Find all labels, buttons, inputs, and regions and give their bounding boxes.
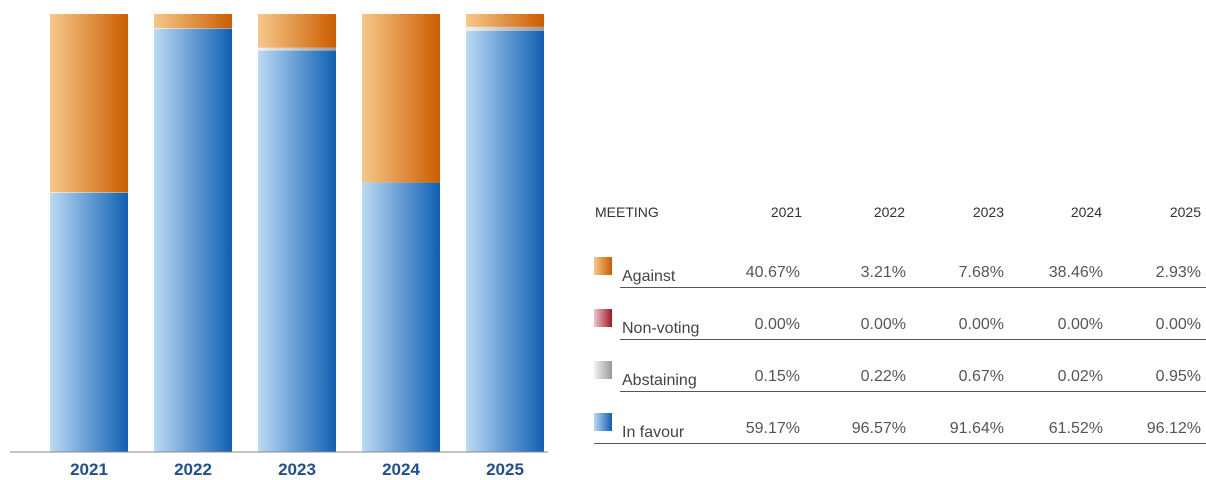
table-cell: 0.95%	[1155, 368, 1201, 385]
x-tick-label: 2022	[174, 460, 212, 479]
abstaining-legend-swatch	[594, 361, 612, 379]
bar-against-2025	[466, 14, 544, 27]
table-header-label: MEETING	[595, 204, 659, 220]
non-voting-legend-swatch	[594, 309, 612, 327]
table-cell: 7.68%	[958, 264, 1004, 281]
table-header-row: MEETING 2021 2022 2023 2024 2025	[594, 192, 1206, 236]
bar-in-favour-2022	[154, 29, 232, 452]
row-label: In favour	[622, 424, 685, 441]
column-header: 2023	[972, 204, 1004, 220]
table-cell: 59.17%	[745, 420, 800, 437]
column-header: 2021	[770, 204, 802, 220]
bar-abstaining-2021	[50, 192, 128, 193]
x-tick-label: 2023	[278, 460, 316, 479]
table-cell: 0.00%	[1155, 316, 1201, 333]
table-cell: 0.15%	[754, 368, 800, 385]
stacked-bar-chart: 2021 2022 2023 2024 2025	[10, 14, 548, 479]
table-cell: 0.00%	[860, 316, 906, 333]
in-favour-legend-swatch	[594, 413, 612, 431]
bar-against-2024	[362, 14, 440, 183]
row-divider	[594, 443, 1206, 444]
table-cell: 0.67%	[958, 368, 1004, 385]
table-cell: 91.64%	[949, 420, 1004, 437]
bar-against-2021	[50, 14, 128, 193]
table-row-abstaining: Abstaining 0.15% 0.22% 0.67% 0.02% 0.95%	[594, 340, 1206, 392]
row-label: Against	[622, 268, 676, 285]
table-row-in-favour: In favour 59.17% 96.57% 91.64% 61.52% 96…	[594, 392, 1206, 444]
table-cell: 0.00%	[1057, 316, 1103, 333]
row-label: Non-voting	[622, 320, 700, 337]
bar-in-favour-2025	[466, 30, 544, 453]
bar-against-2023	[258, 14, 336, 48]
table-row-non-voting: Non-voting 0.00% 0.00% 0.00% 0.00% 0.00%	[594, 288, 1206, 340]
x-tick-label: 2025	[486, 460, 524, 479]
table-cell: 96.57%	[851, 420, 906, 437]
table-cell: 0.00%	[958, 316, 1004, 333]
bar-abstaining-2023	[258, 47, 336, 51]
bar-abstaining-2025	[466, 26, 544, 31]
table-cell: 61.52%	[1048, 420, 1103, 437]
table-cell: 0.22%	[860, 368, 906, 385]
row-divider	[620, 287, 1206, 288]
table-cell: 38.46%	[1048, 264, 1103, 281]
row-label: Abstaining	[622, 372, 697, 389]
table-cell: 3.21%	[860, 264, 906, 281]
x-axis-labels: 2021 2022 2023 2024 2025	[70, 460, 524, 479]
table-cell: 40.67%	[745, 264, 800, 281]
table-cell: 0.00%	[754, 316, 800, 333]
column-header: 2022	[873, 204, 905, 220]
x-tick-label: 2024	[382, 460, 420, 479]
table-cell: 2.93%	[1155, 264, 1201, 281]
row-divider	[620, 339, 1206, 340]
vote-results-table: MEETING 2021 2022 2023 2024 2025 Against…	[594, 192, 1206, 444]
bar-in-favour-2021	[50, 192, 128, 453]
table-row-against: Against 40.67% 3.21% 7.68% 38.46% 2.93%	[594, 236, 1206, 288]
bars-group	[50, 14, 544, 453]
bar-in-favour-2024	[362, 182, 440, 452]
table-cell: 96.12%	[1146, 420, 1201, 437]
bar-against-2022	[154, 14, 232, 29]
bar-abstaining-2022	[154, 28, 232, 30]
column-header: 2025	[1169, 204, 1201, 220]
row-divider	[620, 391, 1206, 392]
column-header: 2024	[1070, 204, 1102, 220]
against-legend-swatch	[594, 257, 612, 275]
table-cell: 0.02%	[1057, 368, 1103, 385]
bar-in-favour-2023	[258, 50, 336, 453]
x-tick-label: 2021	[70, 460, 108, 479]
